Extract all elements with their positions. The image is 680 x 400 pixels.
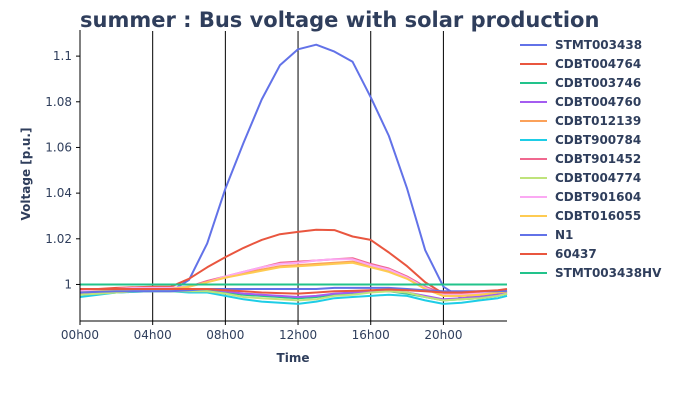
y-axis-label: Voltage [p.u.] — [19, 128, 33, 221]
legend-label-cdbt004760: CDBT004760 — [555, 95, 641, 109]
y-tick-label-2: 1.04 — [45, 186, 72, 200]
legend-label-cdbt012139: CDBT012139 — [555, 114, 641, 128]
legend-label-n1: N1 — [555, 228, 573, 242]
x-axis-label: Time — [277, 351, 310, 365]
legend-label-stmt003438hv: STMT003438HV — [555, 266, 662, 280]
series-line-cdbt901604 — [79, 258, 508, 296]
legend-label-cdbt016055: CDBT016055 — [555, 209, 641, 223]
y-tick-labels: 1 1.02 1.04 1.06 1.08 1.1 — [45, 49, 80, 291]
y-tick-label-4: 1.08 — [45, 95, 72, 109]
x-tick-label-4: 16h00 — [352, 328, 390, 342]
y-tick-label-1: 1.02 — [45, 232, 72, 246]
axes — [79, 30, 507, 322]
legend-label-cdbt900784: CDBT900784 — [555, 133, 641, 147]
chart-title: summer : Bus voltage with solar producti… — [80, 8, 599, 32]
legend-label-cdbt901604: CDBT901604 — [555, 190, 641, 204]
y-tick-label-0: 1 — [64, 277, 72, 291]
series-line-60437 — [80, 288, 508, 295]
x-tick-labels: 00h00 04h00 08h00 12h00 16h00 20h00 — [61, 321, 462, 342]
y-tick-label-3: 1.06 — [45, 140, 72, 154]
plot-area: 00h00 04h00 08h00 12h00 16h00 20h00 1 1.02 1.04… — [45, 30, 508, 342]
legend-label-cdbt003746: CDBT003746 — [555, 76, 641, 90]
legend-label-cdbt004764: CDBT004764 — [555, 57, 641, 71]
legend-label-60437: 60437 — [555, 247, 597, 261]
legend-label-stmt003438: STMT003438 — [555, 38, 642, 52]
series-lines — [79, 43, 508, 305]
x-tick-label-2: 08h00 — [206, 328, 244, 342]
x-tick-label-3: 12h00 — [279, 328, 317, 342]
legend-label-cdbt004774: CDBT004774 — [555, 171, 641, 185]
legend-label-cdbt901452: CDBT901452 — [555, 152, 641, 166]
y-tick-label-5: 1.1 — [53, 49, 72, 63]
x-tick-label-1: 04h00 — [134, 328, 172, 342]
x-tick-label-5: 20h00 — [424, 328, 462, 342]
legend: STMT003438 CDBT004764 CDBT003746 CDBT004760… — [520, 38, 662, 280]
series-line-n1 — [79, 286, 508, 294]
x-tick-label-0: 00h00 — [61, 328, 99, 342]
series-line-cdbt004760 — [79, 288, 508, 301]
